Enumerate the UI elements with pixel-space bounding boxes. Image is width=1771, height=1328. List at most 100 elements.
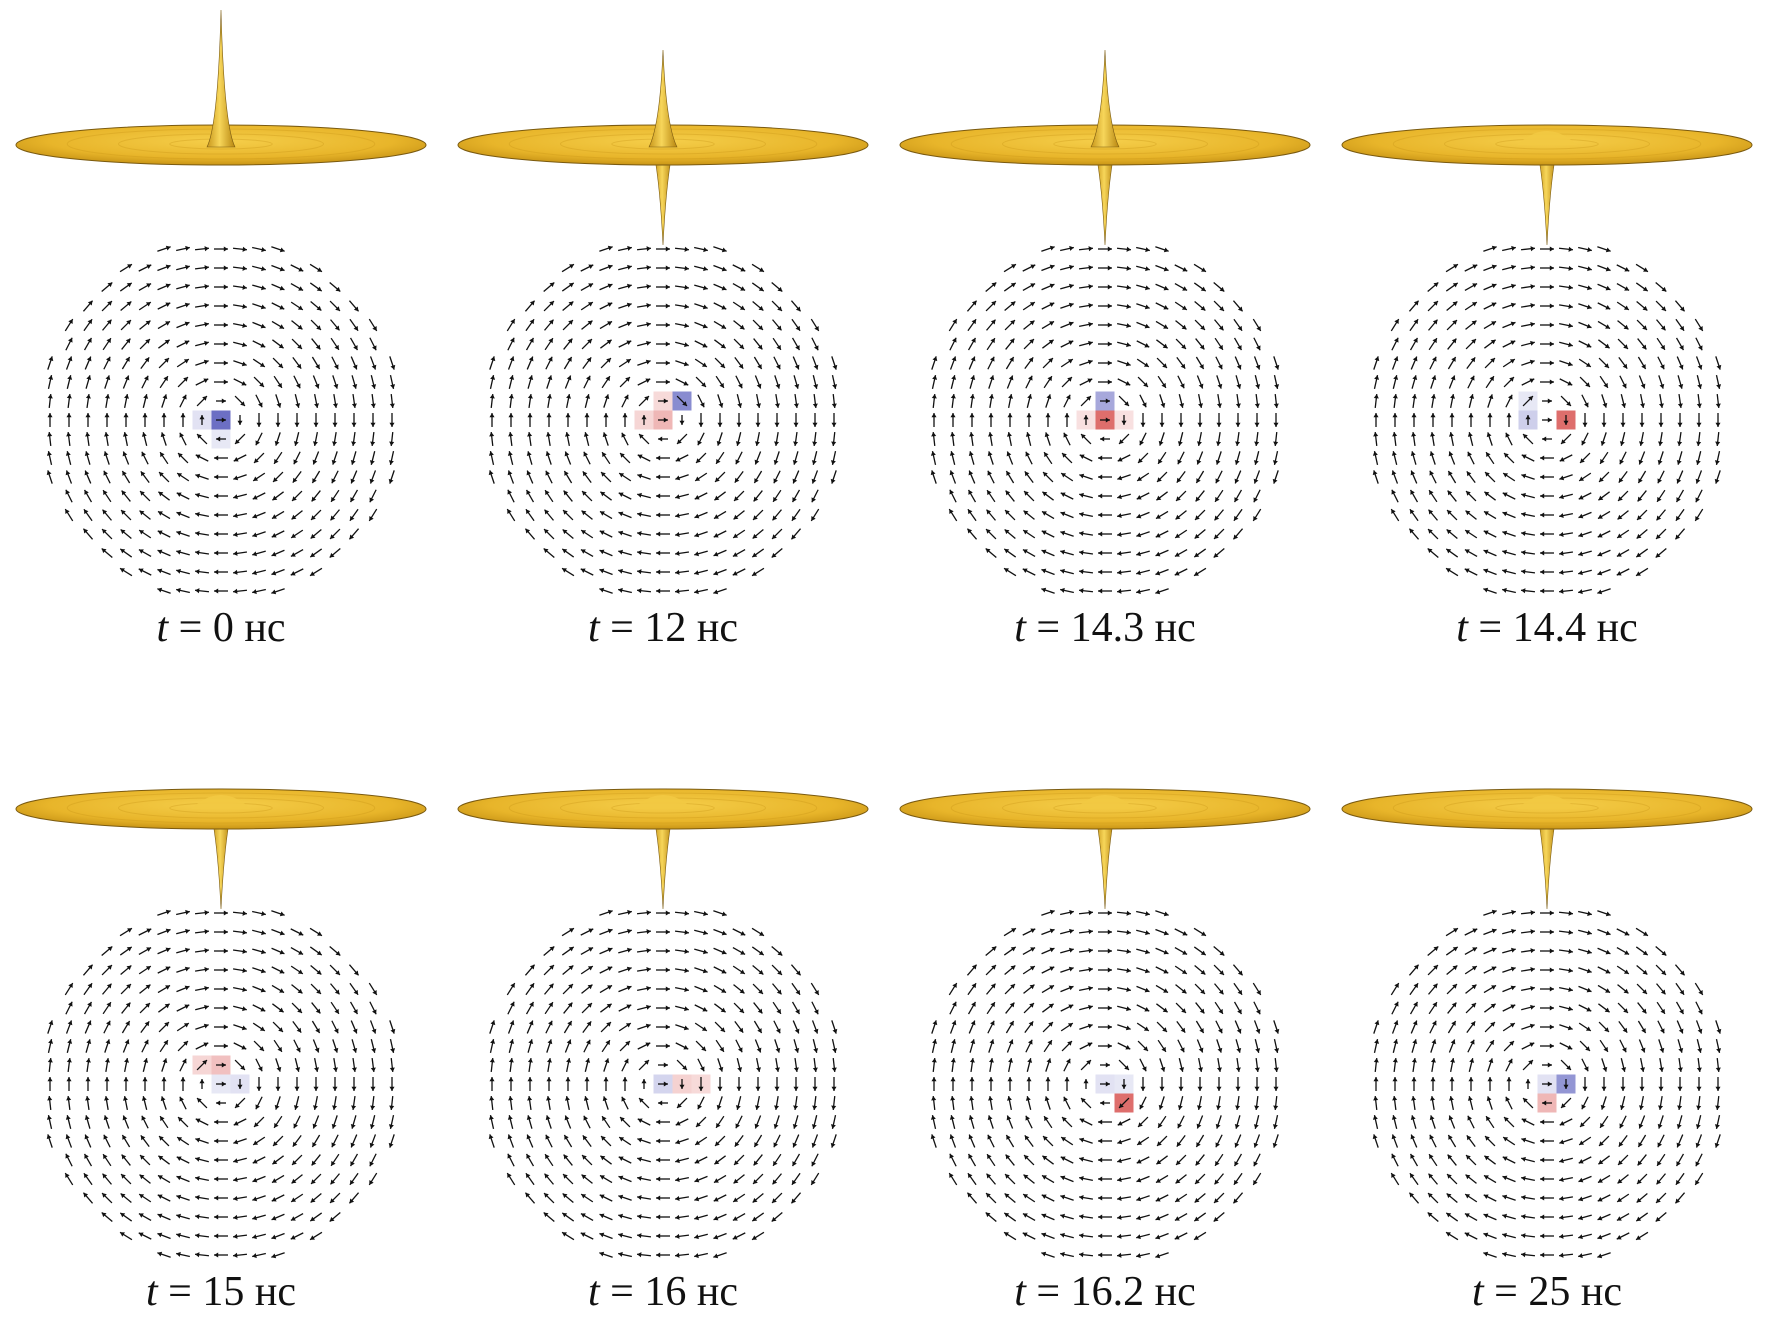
field-arrow-head <box>1716 1048 1722 1053</box>
field-arrow-head <box>1181 1008 1186 1013</box>
field-arrow-head <box>566 1058 572 1063</box>
field-arrow-head <box>369 1161 375 1167</box>
field-arrow-head <box>185 245 190 251</box>
surface-ripple <box>1392 128 1702 160</box>
field-arrow-head <box>1235 441 1241 446</box>
field-arrow-head <box>1465 510 1471 516</box>
field-arrow-head <box>214 1233 219 1239</box>
field-arrow-head <box>1061 473 1067 478</box>
field-arrow-head <box>1509 1041 1514 1046</box>
field-arrow-head <box>67 1020 73 1026</box>
field-arrow-head <box>604 1058 610 1064</box>
field-arrow-head <box>606 1003 612 1009</box>
field-arrow-head <box>1530 1004 1535 1010</box>
field-arrow-head <box>1198 1047 1204 1053</box>
field-arrow-head <box>1448 1115 1454 1121</box>
field-arrow-head <box>1069 264 1074 270</box>
field-arrow-head <box>1126 342 1131 348</box>
field-arrow-head <box>1199 1028 1204 1034</box>
field-arrow-head <box>656 1119 661 1125</box>
field-arrow-head <box>233 456 239 462</box>
field-arrow-head <box>195 473 201 479</box>
field-arrow-head <box>104 413 110 418</box>
field-arrow-head <box>758 989 763 994</box>
field-arrow-head <box>684 948 689 954</box>
field-arrow-head <box>1504 453 1509 458</box>
field-arrow-head <box>253 476 259 481</box>
field-arrow-head <box>1490 1022 1495 1027</box>
field-arrow-head <box>1144 323 1150 329</box>
field-arrow-head <box>949 509 954 514</box>
field-arrow-head <box>627 283 632 289</box>
field-arrow-head <box>1549 948 1554 954</box>
field-arrow-head <box>677 1103 682 1108</box>
field-arrow-head <box>140 471 146 477</box>
field-arrow-head <box>1214 515 1220 521</box>
field-arrow-head <box>619 473 625 478</box>
field-arrow-head <box>776 989 782 995</box>
field-arrow-head <box>736 422 742 427</box>
field-arrow-head <box>1391 489 1397 495</box>
field-arrow-head <box>620 453 625 458</box>
field-arrow-head <box>967 528 973 534</box>
field-arrow-head <box>67 1039 73 1044</box>
field-arrow-head <box>625 359 631 364</box>
field-arrow-head <box>752 552 758 558</box>
field-arrow-head <box>350 1124 356 1129</box>
field-arrow-head <box>1088 246 1093 252</box>
field-arrow-head <box>739 1008 744 1013</box>
field-arrow-head <box>777 950 783 956</box>
field-arrow-head <box>733 533 739 538</box>
field-arrow-head <box>793 1105 799 1110</box>
field-arrow-head <box>1087 1042 1093 1048</box>
field-arrow-head <box>637 569 642 575</box>
field-arrow-head <box>703 247 708 253</box>
field-arrow-head <box>529 983 535 989</box>
field-arrow-head <box>713 1196 719 1202</box>
field-arrow-head <box>1637 1179 1642 1184</box>
field-arrow-head <box>1062 1117 1067 1122</box>
field-arrow-head <box>683 1044 689 1050</box>
magnetization-surface <box>1341 124 1753 246</box>
field-arrow-head <box>290 552 296 557</box>
field-arrow-head <box>1060 530 1066 536</box>
field-arrow-head <box>260 1006 266 1012</box>
field-arrow-head <box>1617 533 1623 538</box>
field-arrow-head <box>1621 403 1627 408</box>
field-arrow-head <box>1163 930 1169 936</box>
field-arrow-head <box>1549 1043 1554 1049</box>
field-arrow-head <box>988 394 994 399</box>
field-arrow-head <box>1136 1215 1141 1221</box>
field-arrow-head <box>1044 452 1049 458</box>
field-arrow-head <box>204 967 209 973</box>
field-arrow-head <box>1521 473 1527 479</box>
field-arrow-head <box>1117 588 1122 594</box>
field-arrow-head <box>1045 1077 1051 1082</box>
field-arrow-head <box>637 1195 642 1201</box>
field-arrow-head <box>1579 1140 1585 1145</box>
field-arrow-head <box>605 376 610 382</box>
field-arrow-head <box>1079 454 1085 460</box>
field-arrow-head <box>1392 432 1398 437</box>
field-arrow-head <box>257 402 263 408</box>
field-arrow-head <box>1467 451 1473 457</box>
field-arrow-head <box>1695 1142 1701 1148</box>
field-arrow-head <box>1469 394 1475 399</box>
field-arrow-head <box>160 432 166 438</box>
field-arrow-head <box>157 1251 163 1257</box>
field-arrow-head <box>1068 966 1074 972</box>
field-arrow-head <box>1088 265 1093 271</box>
field-arrow-head <box>1521 1156 1526 1162</box>
field-arrow-head <box>637 511 642 517</box>
field-arrow-head <box>1004 1193 1010 1199</box>
field-arrow-head <box>1599 477 1604 482</box>
field-arrow-head <box>204 985 209 991</box>
field-arrow-head <box>1715 1086 1721 1091</box>
field-arrow-head <box>1660 344 1665 350</box>
field-arrow-head <box>718 402 724 408</box>
field-arrow-head <box>278 1027 283 1032</box>
field-arrow-head <box>121 1154 127 1160</box>
field-arrow-head <box>124 1058 130 1063</box>
field-arrow-head <box>1125 361 1131 367</box>
field-arrow-head <box>1197 1086 1203 1091</box>
